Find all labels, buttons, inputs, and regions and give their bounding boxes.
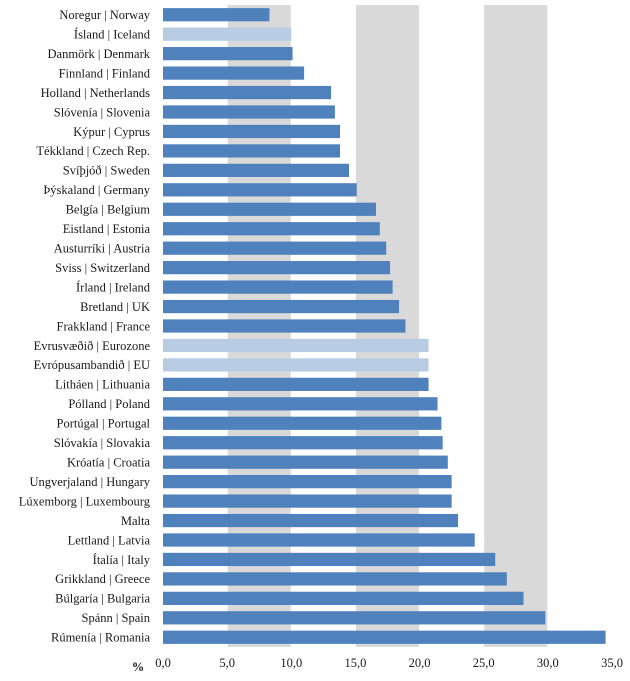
category-label: Svíþjóð | Sweden — [63, 164, 151, 178]
category-label: Slóvenía | Slovenia — [54, 105, 151, 119]
bar — [163, 416, 442, 430]
category-label: Frakkland | France — [57, 319, 151, 333]
category-label: Evrusvæðið | Eurozone — [34, 339, 151, 353]
bar — [163, 261, 391, 275]
category-label: Belgía | Belgium — [66, 203, 151, 217]
category-label: Búlgaría | Bulgaria — [55, 592, 150, 606]
bar — [163, 611, 546, 625]
category-label: Pólland | Poland — [68, 397, 150, 411]
bar — [163, 8, 270, 22]
bar — [163, 513, 459, 528]
bar — [163, 222, 380, 236]
category-label: Kýpur | Cyprus — [73, 125, 150, 139]
category-label: Króatía | Croatia — [67, 455, 150, 469]
bar — [163, 105, 335, 119]
x-axis-ticks: 0,0 5,0 10,0 15,0 20,0 25,0 30,0 35,0 — [155, 656, 623, 670]
category-label: Evrópusambandið | EU — [34, 358, 150, 372]
category-label: Írland | Ireland — [76, 280, 151, 294]
category-label: Bretland | UK — [80, 300, 150, 314]
bar — [163, 241, 387, 255]
bar — [163, 377, 429, 391]
x-tick-label: 30,0 — [537, 656, 559, 670]
bar — [163, 572, 507, 586]
category-label: Lúxemborg | Luxembourg — [19, 494, 151, 508]
category-label: Holland | Netherlands — [41, 86, 151, 100]
category-label: Ísland | Iceland — [74, 27, 151, 41]
bar — [163, 47, 293, 61]
bar — [163, 397, 438, 411]
bar — [163, 533, 475, 547]
x-axis-unit-label: % — [132, 660, 145, 674]
bar — [163, 455, 448, 469]
x-tick-label: 25,0 — [473, 656, 495, 670]
category-label: Spánn | Spain — [82, 611, 151, 625]
x-tick-label: 10,0 — [280, 656, 302, 670]
bars — [163, 8, 606, 644]
x-tick-label: 5,0 — [219, 656, 235, 670]
bar — [163, 280, 393, 294]
plot-band — [483, 5, 548, 647]
category-label: Tékkland | Czech Rep. — [36, 144, 150, 158]
category-label: Rúmenía | Romania — [51, 631, 150, 645]
category-label: Portúgal | Portugal — [57, 417, 151, 431]
category-label: Ungverjaland | Hungary — [29, 475, 150, 489]
bar — [163, 66, 305, 80]
bar — [163, 183, 357, 197]
bar — [163, 338, 429, 353]
category-label: Austurríki | Austria — [54, 241, 151, 255]
bar — [163, 630, 606, 644]
category-label: Sviss | Switzerland — [55, 261, 151, 275]
bar — [163, 358, 429, 372]
plot-band — [419, 5, 484, 647]
bar — [163, 124, 341, 139]
bar — [163, 202, 376, 216]
category-label: Lettland | Latvia — [68, 533, 151, 547]
bar — [163, 494, 452, 508]
x-tick-label: 15,0 — [344, 656, 366, 670]
bar — [163, 552, 496, 567]
category-label: Þýskaland | Germany — [43, 183, 150, 197]
bar — [163, 319, 406, 333]
bar — [163, 163, 350, 177]
bar — [163, 436, 443, 450]
x-tick-label: 0,0 — [155, 656, 171, 670]
category-label: Ítalía | Italy — [93, 553, 151, 567]
x-tick-label: 35,0 — [601, 656, 623, 670]
category-label: Litháen | Lithuania — [55, 378, 150, 392]
category-label: Grikkland | Greece — [55, 572, 150, 586]
bar — [163, 591, 524, 605]
category-label: Slóvakía | Slovakia — [54, 436, 151, 450]
category-label: Malta — [121, 514, 151, 528]
category-label: Eistland | Estonia — [63, 222, 151, 236]
category-labels: Noregur | Norway Ísland | Iceland Danmörk … — [19, 8, 151, 645]
bar — [163, 27, 292, 41]
bar — [163, 299, 400, 314]
category-label: Finnland | Finland — [59, 66, 151, 80]
bar — [163, 144, 341, 158]
bar — [163, 475, 452, 489]
x-tick-label: 20,0 — [409, 656, 431, 670]
category-label: Danmörk | Denmark — [48, 47, 151, 61]
bar — [163, 85, 332, 100]
plot-band — [547, 5, 612, 647]
category-label: Noregur | Norway — [59, 8, 150, 22]
